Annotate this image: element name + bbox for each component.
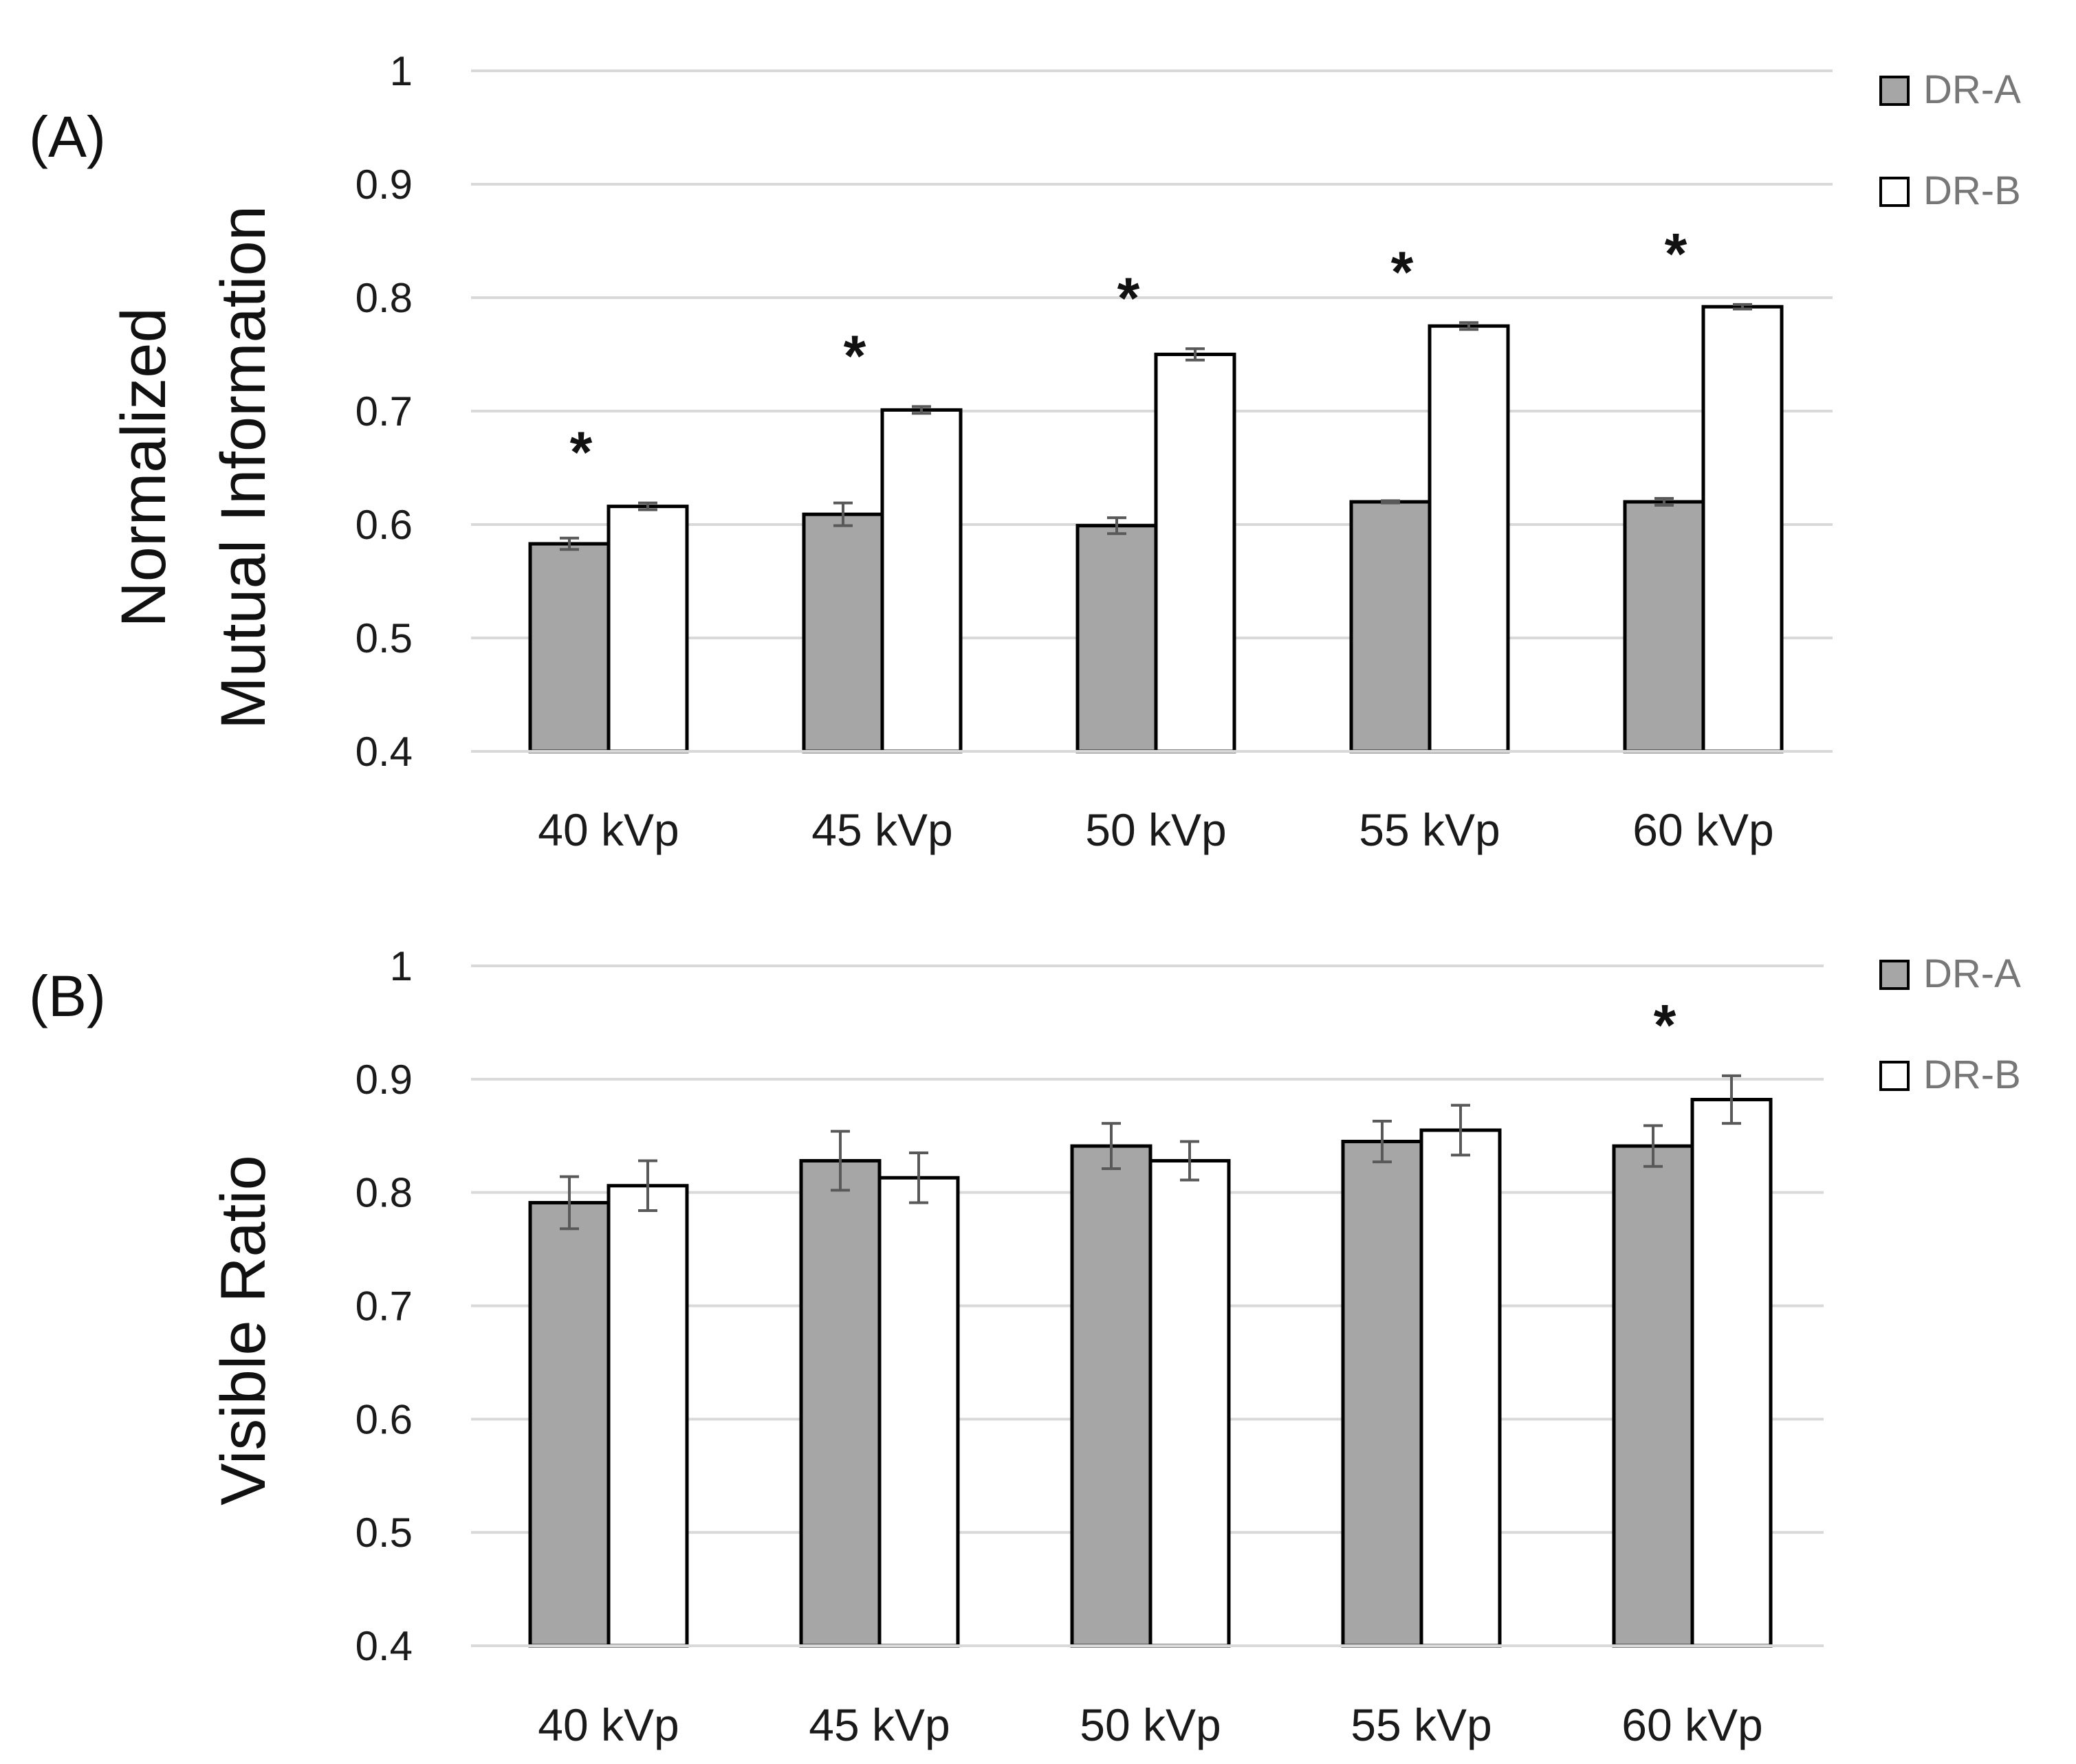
- bar-dr-b-50kvp: [1154, 353, 1236, 753]
- y-tick-label: 0.6: [356, 1396, 413, 1442]
- legend-label-dr-b: DR-B: [1923, 168, 2021, 213]
- bar-dr-a-60kvp: [1623, 500, 1705, 753]
- x-category-label: 50 kVp: [1080, 1699, 1221, 1750]
- significance-star: *: [1665, 221, 1687, 286]
- x-category-label: 60 kVp: [1632, 804, 1773, 855]
- bar-dr-a-40kvp: [528, 1201, 611, 1648]
- panel-label: (B): [29, 964, 106, 1028]
- legend-label-dr-a: DR-A: [1923, 67, 2021, 112]
- y-tick-label: 0.4: [356, 1623, 413, 1669]
- bar-dr-a-45kvp: [802, 512, 884, 753]
- y-axis-label: Visible Ratio: [208, 1155, 278, 1506]
- bar-dr-a-45kvp: [799, 1159, 882, 1648]
- bar-dr-b-60kvp: [1701, 305, 1784, 753]
- bar-dr-a-40kvp: [528, 542, 611, 753]
- y-tick-label: 1: [390, 943, 413, 989]
- y-tick-label: 0.8: [356, 275, 413, 321]
- bar-dr-b-55kvp: [1428, 324, 1510, 753]
- bar-dr-b-40kvp: [607, 505, 689, 753]
- panel-label: (A): [29, 104, 106, 169]
- y-tick-label: 0.8: [356, 1170, 413, 1216]
- y-tick-label: 0.5: [356, 615, 413, 661]
- panel-b-chart: 0.4 0.5 0.6 0.7 0.8 0.9 1 40 kVp 45 kVp 50 kVp 55 …: [29, 943, 2021, 1750]
- bar-dr-b-45kvp: [880, 408, 963, 753]
- significance-star: *: [844, 323, 866, 388]
- legend-swatch-dr-a: [1879, 960, 1910, 990]
- x-category-label: 50 kVp: [1085, 804, 1226, 855]
- y-tick-label: 0.7: [356, 388, 413, 434]
- x-category-label: 40 kVp: [538, 804, 679, 855]
- x-category-label: 40 kVp: [538, 1699, 679, 1750]
- y-tick-label: 1: [390, 48, 413, 94]
- y-axis-label: Mutual Information: [208, 206, 278, 729]
- bar-dr-a-55kvp: [1349, 500, 1432, 753]
- legend-swatch-dr-b: [1879, 1061, 1910, 1091]
- legend-swatch-dr-a: [1879, 76, 1910, 106]
- legend-label-dr-b: DR-B: [1923, 1052, 2021, 1097]
- x-category-label: 45 kVp: [811, 804, 952, 855]
- significance-star: *: [1391, 239, 1414, 304]
- bar-dr-a-55kvp: [1341, 1139, 1423, 1648]
- y-tick-label: 0.9: [356, 162, 413, 208]
- panel-a-chart: 0.4 0.5 0.6 0.7 0.8 0.9 1 * 40 kVp * 45 kVp * 50 kVp…: [29, 48, 2021, 855]
- legend-label-dr-a: DR-A: [1923, 951, 2021, 996]
- x-category-label: 60 kVp: [1621, 1699, 1762, 1750]
- y-tick-label: 0.6: [356, 502, 413, 548]
- x-category-label: 55 kVp: [1351, 1699, 1492, 1750]
- legend-swatch-dr-b: [1879, 177, 1910, 207]
- bar-dr-b-40kvp: [607, 1184, 689, 1648]
- bar-dr-a-50kvp: [1075, 524, 1158, 753]
- significance-star: *: [1117, 265, 1140, 330]
- bar-dr-b-45kvp: [877, 1176, 960, 1648]
- y-tick-label: 0.4: [356, 729, 413, 775]
- y-axis-label: Normalized: [109, 307, 179, 627]
- x-category-label: 45 kVp: [809, 1699, 950, 1750]
- bar-dr-b-55kvp: [1419, 1128, 1502, 1648]
- y-tick-label: 0.7: [356, 1283, 413, 1330]
- y-tick-label: 0.9: [356, 1057, 413, 1103]
- significance-star: *: [1654, 993, 1676, 1057]
- bar-dr-b-50kvp: [1148, 1159, 1231, 1648]
- bar-dr-a-60kvp: [1612, 1144, 1694, 1648]
- y-tick-label: 0.5: [356, 1510, 413, 1556]
- x-category-label: 55 kVp: [1359, 804, 1500, 855]
- bar-dr-a-50kvp: [1070, 1144, 1152, 1648]
- significance-star: *: [570, 420, 593, 485]
- bar-dr-b-60kvp: [1690, 1098, 1773, 1648]
